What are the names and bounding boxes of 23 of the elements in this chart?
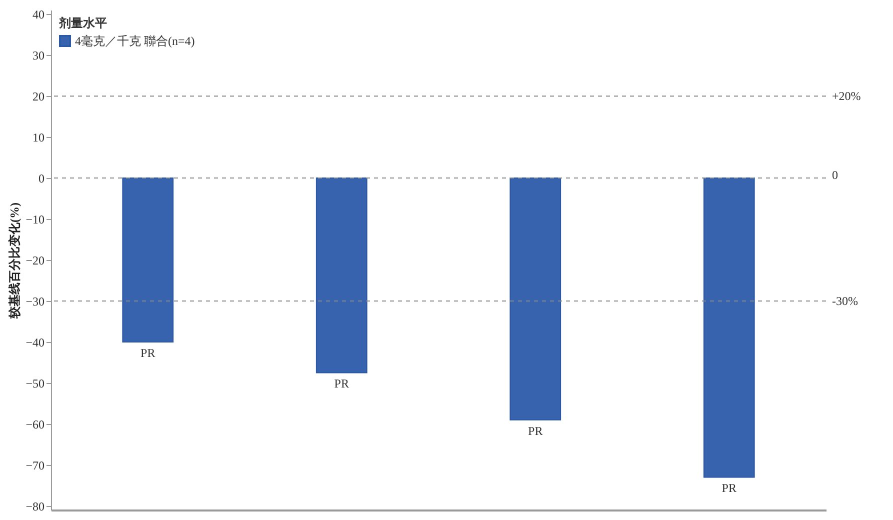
y-tick-label: −10 (26, 212, 44, 227)
y-tick-label: 10 (32, 130, 44, 145)
y-tick-label: −40 (26, 335, 44, 350)
y-tick-label: −50 (26, 376, 44, 390)
y-tick-label: −70 (26, 458, 44, 472)
y-tick-label: −60 (26, 417, 44, 432)
data-label: PR (334, 376, 349, 391)
y-tick-label: −20 (26, 254, 44, 268)
y-axis-title: 较基线百分比变化(%) (8, 202, 22, 320)
y-tick-label: −80 (26, 499, 44, 514)
legend-label: 4毫克／千克 聯合(n=4) (75, 34, 195, 48)
ref-line-label: 0 (832, 168, 838, 182)
ref-line-label: -30% (832, 294, 858, 308)
y-tick-label: −30 (26, 294, 44, 308)
data-label: PR (722, 481, 736, 496)
ref-line-label: +20% (832, 89, 861, 104)
y-tick-label: 0 (38, 172, 44, 186)
data-label: PR (140, 346, 156, 360)
data-label: PR (528, 424, 543, 438)
legend-title: 剂量水平 (58, 16, 107, 30)
y-tick-label: 20 (32, 90, 44, 104)
y-tick-label: 30 (32, 48, 44, 63)
y-tick-label: 40 (32, 8, 44, 22)
